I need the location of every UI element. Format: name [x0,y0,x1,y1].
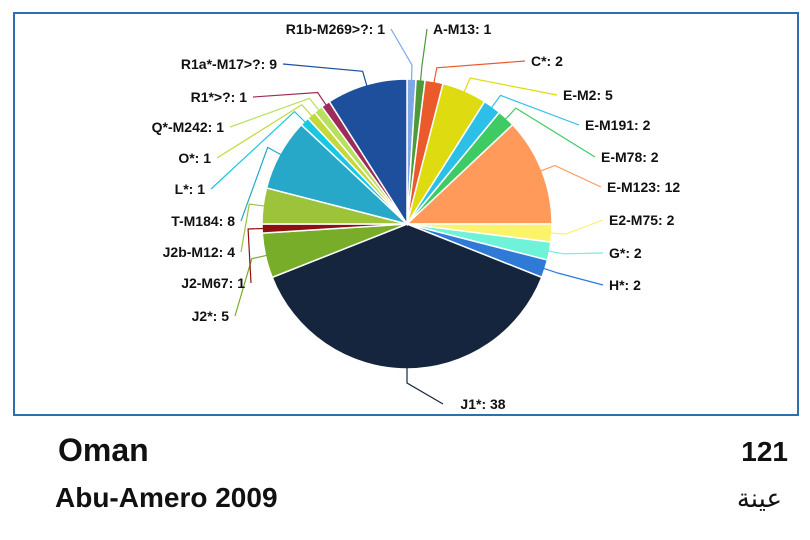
leader-line [252,91,328,107]
slice-label: J2*: 5 [192,308,230,324]
leader-line [490,94,580,126]
sample-word: عينة [736,484,782,514]
study-label: Abu-Amero 2009 [55,482,278,513]
slice-label: Q*-M242: 1 [152,119,225,135]
leader-line [539,164,602,188]
leader-line [240,146,282,222]
slice-label: E-M2: 5 [563,87,613,103]
leader-line [282,63,368,87]
chart-frame: R1b-M269>?: 1 A-M13: 1 C*: 2 E-M2: 5 E-M191:… [13,12,799,416]
slice-label: E-M78: 2 [601,149,659,165]
leader-line [210,110,307,190]
leader-line [419,28,428,82]
leader-line [390,28,413,82]
leader-line [547,250,604,255]
slice-label: H*: 2 [609,277,641,293]
leader-line [234,254,268,317]
slice-label: E2-M75: 2 [609,212,675,228]
leader-line [463,77,558,96]
sample-count: 121 [741,436,788,467]
slice-label: R1a*-M17>?: 9 [181,56,277,72]
slice-label: C*: 2 [531,53,563,69]
slice-label: T-M184: 8 [171,213,235,229]
leader-line [549,219,604,235]
pie-chart: R1b-M269>?: 1 A-M13: 1 C*: 2 E-M2: 5 E-M191:… [152,21,681,412]
leader-line [504,107,596,158]
slice-label: G*: 2 [609,245,642,261]
slice-label: A-M13: 1 [433,21,492,37]
leader-line [542,267,604,286]
leader-line [229,97,320,128]
slice-label: J2-M67: 1 [181,275,245,291]
slice-label: J1*: 38 [460,396,505,412]
country-label: Oman [58,432,149,468]
leader-line [240,203,266,253]
slice-label: E-M191: 2 [585,117,651,133]
leader-line [247,227,265,284]
slice-label: R1b-M269>?: 1 [286,21,385,37]
slice-label: L*: 1 [175,181,206,197]
slice-label: J2b-M12: 4 [163,244,236,260]
leader-line [406,367,444,405]
slice-label: E-M123: 12 [607,179,680,195]
slice-label: R1*>?: 1 [191,89,248,105]
leader-line [433,60,526,84]
leader-line [216,103,313,159]
slice-label: O*: 1 [178,150,211,166]
